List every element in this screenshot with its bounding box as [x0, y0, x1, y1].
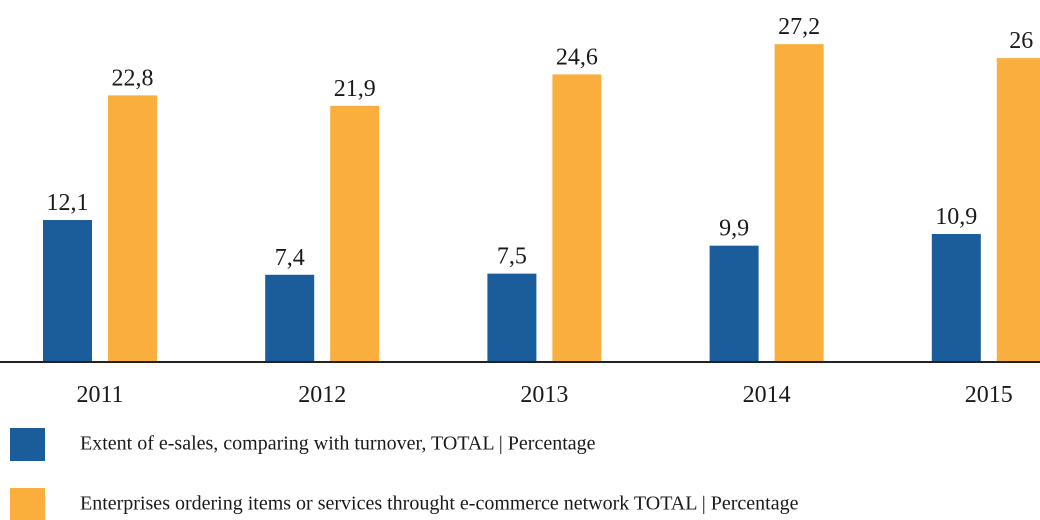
- bar: [330, 105, 380, 362]
- legend-label: Extent of e-sales, comparing with turnov…: [80, 433, 596, 455]
- x-tick-label: 2012: [298, 382, 346, 408]
- data-label: 26: [1009, 28, 1033, 54]
- bar: [43, 220, 92, 361]
- bar: [931, 234, 981, 361]
- x-tick-label: 2014: [743, 382, 791, 408]
- x-tick-label: 2013: [520, 382, 568, 408]
- bar: [265, 274, 315, 361]
- legend-label: Enterprises ordering items or services t…: [80, 493, 799, 515]
- legend-swatch: [10, 488, 45, 520]
- data-label: 21,9: [334, 76, 376, 102]
- bar: [552, 74, 602, 361]
- bar: [709, 245, 759, 361]
- legend-swatch: [10, 428, 45, 461]
- data-label: 10,9: [935, 204, 977, 230]
- data-label: 27,2: [778, 14, 820, 40]
- data-label: 7,5: [497, 244, 527, 270]
- data-label: 12,1: [47, 190, 89, 216]
- x-tick-label: 2015: [965, 382, 1013, 408]
- bar: [487, 273, 537, 361]
- data-label: 9,9: [719, 216, 749, 242]
- x-tick-label: 2011: [76, 382, 123, 408]
- data-label: 7,4: [275, 245, 305, 271]
- bar: [996, 58, 1040, 361]
- bar: [108, 95, 157, 361]
- data-label: 22,8: [112, 65, 154, 91]
- bar: [774, 44, 824, 362]
- data-label: 24,6: [556, 44, 598, 70]
